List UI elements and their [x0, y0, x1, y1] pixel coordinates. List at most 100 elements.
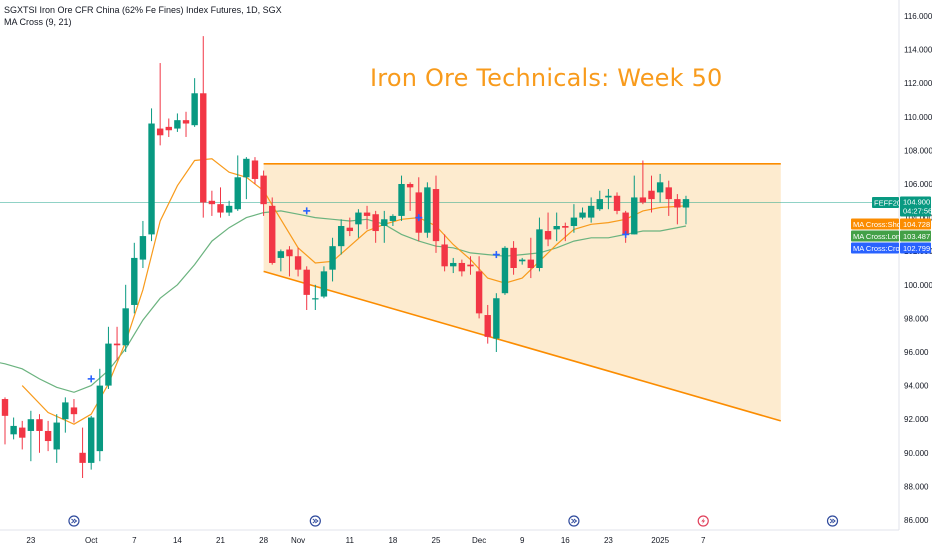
candle-body[interactable] [217, 204, 224, 213]
dividend-event-icon[interactable] [568, 515, 580, 527]
candle-body[interactable] [44, 430, 52, 442]
candle-body[interactable] [355, 212, 362, 225]
candle-body[interactable] [1, 399, 9, 416]
long-ma-line[interactable] [0, 210, 687, 393]
candle-body[interactable] [475, 271, 483, 314]
triangle-bottom-line[interactable] [263, 270, 782, 422]
dividend-event-icon[interactable] [826, 515, 839, 527]
candle-body[interactable] [467, 264, 474, 267]
candle-body[interactable] [363, 212, 371, 216]
candle-body[interactable] [682, 199, 690, 208]
candle-body[interactable] [286, 249, 293, 257]
ma-cross-marker[interactable] [415, 214, 423, 222]
candle-body[interactable] [372, 214, 379, 232]
candle-body[interactable] [225, 205, 233, 213]
candle-body[interactable] [605, 195, 612, 198]
candle-body[interactable] [424, 187, 431, 233]
candle-body[interactable] [208, 200, 216, 205]
candle-body[interactable] [510, 247, 517, 268]
candle-body[interactable] [122, 308, 129, 346]
candle-body[interactable] [553, 226, 560, 230]
candle-body[interactable] [70, 407, 78, 415]
candle-body[interactable] [19, 427, 26, 438]
candle-body[interactable] [570, 217, 578, 226]
candle-body[interactable] [27, 419, 35, 431]
ma-cross-marker[interactable] [303, 207, 311, 215]
candle-body[interactable] [277, 251, 285, 258]
ma-cross-marker[interactable] [492, 251, 500, 259]
candle-body[interactable] [441, 244, 448, 267]
candle-body[interactable] [536, 229, 543, 268]
candle-body[interactable] [156, 128, 164, 136]
candle-body[interactable] [200, 93, 207, 203]
candle-body[interactable] [148, 123, 155, 235]
candle-body[interactable] [234, 177, 241, 210]
candle-body[interactable] [398, 184, 405, 216]
candle-body[interactable] [493, 298, 500, 339]
indicator-line[interactable]: MA Cross (9, 21) [4, 17, 72, 27]
candle-body[interactable] [450, 262, 457, 267]
candle-body[interactable] [182, 120, 190, 124]
candle-body[interactable] [579, 212, 586, 218]
candle-body[interactable] [294, 256, 302, 270]
candle-body[interactable] [519, 259, 526, 262]
candle-body[interactable] [251, 160, 259, 179]
candle-body[interactable] [562, 226, 569, 228]
candle-body[interactable] [312, 298, 319, 300]
dividend-event-icon[interactable] [309, 515, 321, 527]
candle-body[interactable] [346, 227, 353, 232]
candle-body[interactable] [303, 269, 310, 295]
candle-body[interactable] [243, 158, 250, 178]
candle-body[interactable] [432, 189, 440, 242]
candle-body[interactable] [484, 315, 491, 337]
candle-body[interactable] [458, 262, 466, 272]
candle-body[interactable] [674, 199, 681, 208]
flash-event-icon[interactable] [697, 515, 709, 527]
candle-body[interactable] [320, 271, 328, 297]
candle-body[interactable] [165, 126, 172, 131]
symbol-line[interactable]: SGXTSI Iron Ore CFR China (62% Fe Fines)… [4, 5, 282, 15]
candle-body[interactable] [596, 199, 603, 210]
triangle-pattern-fill[interactable] [263, 163, 781, 421]
candle-body[interactable] [587, 205, 595, 218]
candle-body[interactable] [53, 422, 60, 450]
last-price-symbol-tag[interactable]: FEFF2025 [872, 196, 909, 208]
candle-body[interactable] [62, 402, 69, 420]
ma-cross-marker[interactable] [87, 375, 95, 383]
dividend-event-icon[interactable] [68, 515, 80, 527]
candle-body[interactable] [88, 417, 95, 463]
candle-body[interactable] [96, 385, 104, 452]
candle-body[interactable] [191, 93, 198, 126]
ma-cross-marker[interactable] [622, 230, 630, 238]
candle-body[interactable] [622, 212, 629, 235]
candle-body[interactable] [337, 226, 345, 247]
candle-body[interactable] [174, 120, 181, 129]
candle-body[interactable] [656, 182, 664, 193]
candle-body[interactable] [613, 195, 621, 211]
candle-body[interactable] [389, 215, 397, 221]
candle-body[interactable] [406, 184, 414, 188]
candle-body[interactable] [79, 452, 86, 463]
short-ma-line[interactable] [21, 158, 687, 425]
candle-body[interactable] [631, 197, 638, 235]
candle-body[interactable] [10, 425, 17, 435]
candle-body[interactable] [113, 343, 121, 346]
candle-body[interactable] [415, 192, 422, 233]
candle-body[interactable] [131, 257, 138, 305]
candle-body[interactable] [260, 175, 267, 205]
candle-body[interactable] [648, 190, 655, 200]
candle-body[interactable] [527, 259, 535, 268]
candle-body[interactable] [544, 231, 552, 240]
candle-body[interactable] [501, 247, 509, 294]
candle-body[interactable] [329, 246, 336, 270]
candle-body[interactable] [639, 197, 647, 203]
candle-body[interactable] [381, 219, 388, 226]
candle-body[interactable] [665, 187, 672, 200]
candle-body[interactable] [139, 236, 147, 260]
candle-body[interactable] [105, 343, 112, 386]
